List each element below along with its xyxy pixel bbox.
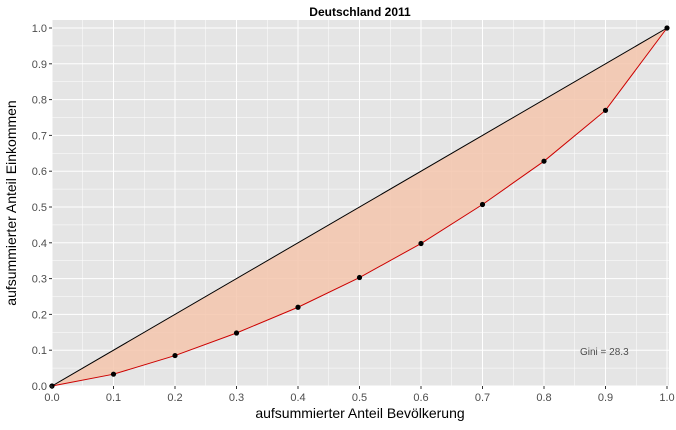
x-tick-label: 0.7: [475, 392, 490, 404]
chart-title: Deutschland 2011: [309, 5, 411, 19]
y-tick-label: 0.7: [32, 130, 47, 142]
y-tick-label: 0.5: [32, 202, 47, 214]
x-axis-title: aufsummierter Anteil Bevölkerung: [255, 405, 464, 421]
lorenz-point: [602, 107, 609, 113]
x-tick-label: 0.1: [106, 392, 121, 404]
lorenz-point: [172, 352, 178, 359]
gini-annotation: Gini = 28.3: [580, 347, 629, 358]
x-tick-label: 0.2: [167, 392, 182, 404]
x-tick-label: 1.0: [659, 392, 674, 404]
lorenz-point: [295, 304, 301, 310]
y-tick-label: 0.1: [32, 345, 47, 357]
lorenz-point: [541, 158, 547, 164]
lorenz-point: [233, 330, 240, 336]
lorenz-point: [110, 371, 117, 377]
y-tick-label: 1.0: [32, 23, 47, 35]
x-tick-label: 0.8: [536, 392, 551, 404]
y-tick-label: 0.2: [32, 309, 47, 321]
x-tick-label: 0.3: [229, 392, 244, 404]
x-tick-label: 0.4: [290, 392, 305, 404]
x-axis-ticks: 0.0 0.1 0.2 0.3 0.4 0.5 0.6 0.7 0.8 0.9 1.0: [44, 386, 675, 404]
x-tick-label: 0.0: [44, 392, 59, 404]
lorenz-point: [356, 274, 363, 281]
plot-panel: [52, 20, 669, 386]
x-tick-label: 0.5: [352, 392, 367, 404]
x-tick-label: 0.6: [413, 392, 428, 404]
y-tick-label: 0.6: [32, 166, 47, 178]
x-tick-label: 0.9: [598, 392, 613, 404]
y-axis-ticks: 0.0 0.1 0.2 0.3 0.4 0.5 0.6 0.7 0.8 0.9 1.0: [32, 23, 52, 393]
lorenz-point: [418, 240, 424, 247]
lorenz-points: [49, 25, 670, 389]
y-axis-title: aufsummierter Anteil Einkommen: [3, 100, 19, 305]
y-tick-label: 0.3: [32, 274, 47, 286]
y-tick-label: 0.8: [32, 95, 47, 107]
lorenz-point: [664, 25, 670, 31]
y-tick-label: 0.9: [32, 59, 47, 71]
y-tick-label: 0.4: [32, 238, 47, 250]
equality-line: [51, 27, 668, 387]
lorenz-point: [479, 201, 486, 208]
y-tick-label: 0.0: [32, 381, 47, 393]
